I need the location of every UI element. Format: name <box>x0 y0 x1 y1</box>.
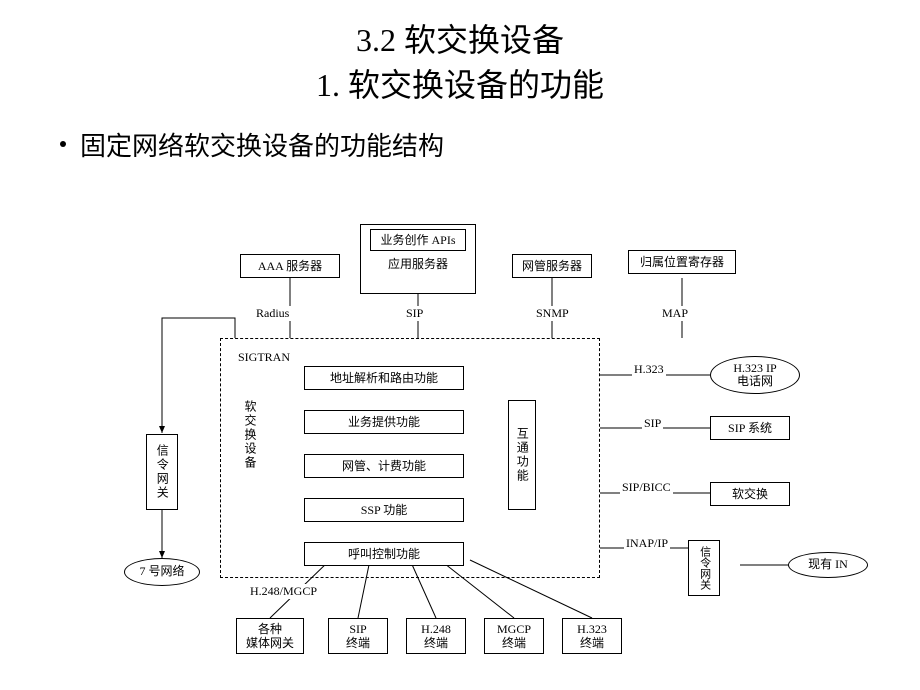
media-gateway-box: 各种 媒体网关 <box>236 618 304 654</box>
map-label: MAP <box>660 306 690 321</box>
ss7-ellipse: 7 号网络 <box>124 558 200 586</box>
sig-gateway-right-label: 信令网关 <box>697 546 710 590</box>
app-server-outer: 业务创作 APIs 应用服务器 <box>360 224 476 294</box>
diagram: AAA 服务器 业务创作 APIs 应用服务器 网管服务器 归属位置寄存器 Ra… <box>140 210 880 680</box>
sig-gateway-left: 信令网关 <box>146 434 178 510</box>
hlr-box: 归属位置寄存器 <box>628 250 736 274</box>
h248-mgcp-label: H.248/MGCP <box>248 584 319 599</box>
bullet-dot <box>60 141 66 147</box>
softswitch-right-box: 软交换 <box>710 482 790 506</box>
snmp-label: SNMP <box>534 306 571 321</box>
nms-box: 网管服务器 <box>512 254 592 278</box>
sip-system-label: SIP 系统 <box>728 421 772 435</box>
ssp-label: SSP 功能 <box>361 503 408 517</box>
addr-routing-label: 地址解析和路由功能 <box>330 371 438 385</box>
api-box: 业务创作 APIs <box>370 229 466 251</box>
sip-system-box: SIP 系统 <box>710 416 790 440</box>
media-gateway-label: 各种 媒体网关 <box>246 622 294 651</box>
h323-ip-ellipse: H.323 IP 电话网 <box>710 356 800 394</box>
existing-in-label: 现有 IN <box>808 558 848 571</box>
sigtran-label: SIGTRAN <box>236 350 292 365</box>
inapip-label: INAP/IP <box>624 536 670 551</box>
api-label: 业务创作 APIs <box>380 233 455 247</box>
biz-label: 业务提供功能 <box>348 415 420 429</box>
nms-label: 网管服务器 <box>522 259 582 273</box>
ssp-box: SSP 功能 <box>304 498 464 522</box>
call-control-label: 呼叫控制功能 <box>348 547 420 561</box>
sipbicc-label: SIP/BICC <box>620 480 673 495</box>
nm-billing-label: 网管、计费功能 <box>342 459 426 473</box>
h323-ip-label: H.323 IP 电话网 <box>733 362 776 388</box>
sig-gateway-left-label: 信令网关 <box>155 444 169 500</box>
biz-box: 业务提供功能 <box>304 410 464 434</box>
sig-gateway-right: 信令网关 <box>688 540 720 596</box>
app-server-label: 应用服务器 <box>388 257 448 271</box>
aaa-server-label: AAA 服务器 <box>258 259 322 273</box>
interwork-label: 互通功能 <box>515 427 529 483</box>
sip-top-label: SIP <box>404 306 425 321</box>
bullet-text: 固定网络软交换设备的功能结构 <box>80 126 444 163</box>
title-block: 3.2 软交换设备 1. 软交换设备的功能 <box>0 0 920 108</box>
h323-proto-label: H.323 <box>632 362 666 377</box>
nm-billing-box: 网管、计费功能 <box>304 454 464 478</box>
h323-terminal-box: H.323 终端 <box>562 618 622 654</box>
h248-terminal-box: H.248 终端 <box>406 618 466 654</box>
sip-terminal-box: SIP 终端 <box>328 618 388 654</box>
radius-label: Radius <box>254 306 291 321</box>
h248-terminal-label: H.248 终端 <box>421 622 451 651</box>
mgcp-terminal-box: MGCP 终端 <box>484 618 544 654</box>
hlr-label: 归属位置寄存器 <box>640 255 724 269</box>
aaa-server-box: AAA 服务器 <box>240 254 340 278</box>
call-control-box: 呼叫控制功能 <box>304 542 464 566</box>
mgcp-terminal-label: MGCP 终端 <box>497 622 531 651</box>
existing-in-ellipse: 现有 IN <box>788 552 868 578</box>
sip-right-label: SIP <box>642 416 663 431</box>
ss7-label: 7 号网络 <box>139 565 184 578</box>
interwork-box: 互通功能 <box>508 400 536 510</box>
title-line-1: 3.2 软交换设备 <box>0 18 920 63</box>
softswitch-vertical-label: 软交换设备 <box>240 400 261 510</box>
h323-terminal-label: H.323 终端 <box>577 622 607 651</box>
softswitch-right-label: 软交换 <box>732 487 768 501</box>
title-line-2: 1. 软交换设备的功能 <box>0 63 920 108</box>
bullet-row: 固定网络软交换设备的功能结构 <box>60 126 920 163</box>
sip-terminal-label: SIP 终端 <box>346 622 370 651</box>
addr-routing-box: 地址解析和路由功能 <box>304 366 464 390</box>
